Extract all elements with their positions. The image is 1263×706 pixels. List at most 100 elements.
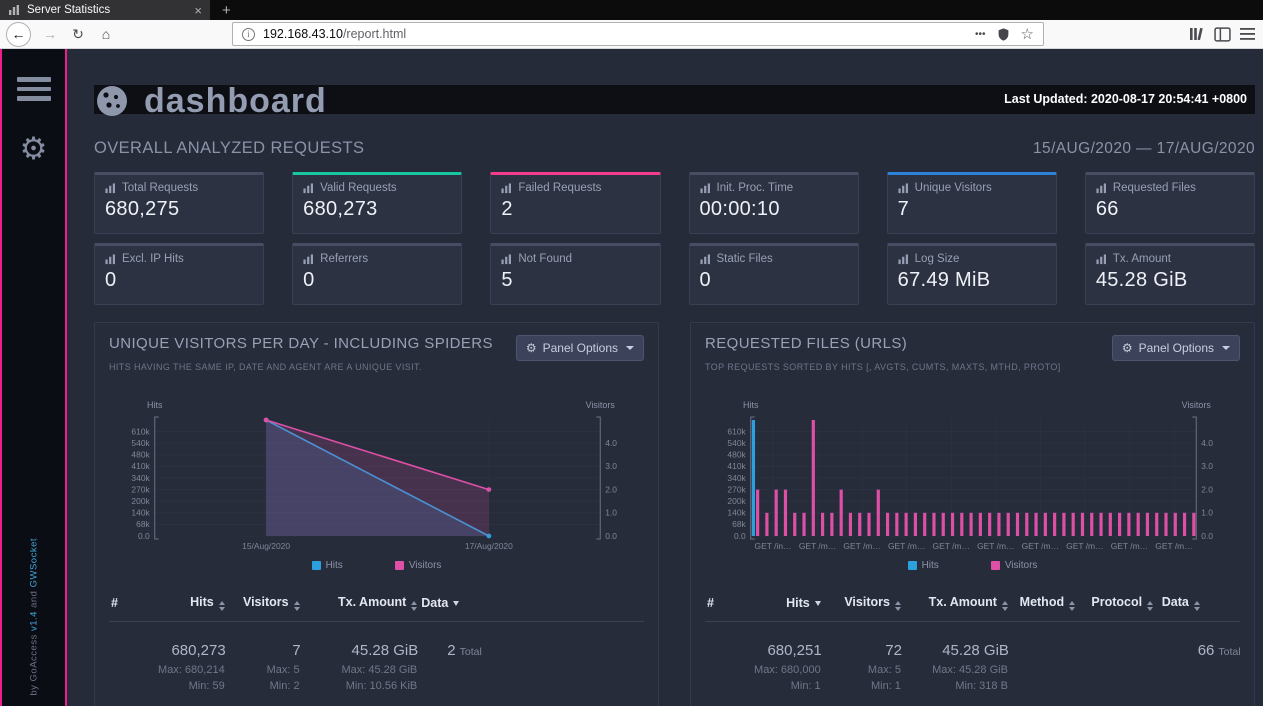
bar-chart-icon — [303, 182, 314, 193]
goaccess-credit: by GoAccess v1.4 and GWSocket — [28, 538, 39, 696]
sort-visitors-header[interactable]: Visitors — [226, 587, 302, 622]
tab-close-icon[interactable]: × — [194, 2, 202, 18]
stat-value: 0 — [699, 269, 711, 291]
sort-method-header[interactable]: Method — [1009, 587, 1085, 622]
svg-text:410k: 410k — [727, 461, 746, 471]
svg-text:480k: 480k — [131, 450, 150, 460]
sort-protocol-header[interactable]: Protocol — [1084, 587, 1160, 622]
stat-card-valid-requests: Valid Requests 680,273 — [292, 172, 463, 234]
stat-value: 0 — [303, 269, 315, 291]
tab-title: Server Statistics — [27, 4, 111, 16]
reload-button[interactable]: ↻ — [72, 25, 84, 42]
total-tx-amount: 45.28 GiB — [942, 642, 1009, 659]
panel-requested-files: REQUESTED FILES (URLS) TOP REQUESTS SORT… — [690, 322, 1255, 706]
left-accent-line — [0, 49, 2, 706]
total-tag: Total — [459, 646, 482, 658]
sort-tx-amount-header[interactable]: Tx. Amount — [301, 587, 420, 622]
gwsocket-link[interactable]: GWSocket — [28, 538, 39, 588]
site-info-icon[interactable]: i — [242, 27, 255, 41]
svg-text:68k: 68k — [732, 519, 746, 529]
max-hits: Max: 680,000 — [754, 664, 821, 676]
svg-text:4.0: 4.0 — [605, 438, 617, 448]
tab-strip: Server Statistics × + — [0, 0, 1263, 20]
library-icon[interactable] — [1188, 26, 1205, 42]
new-tab-button[interactable]: + — [222, 1, 231, 19]
svg-text:540k: 540k — [727, 438, 746, 448]
stat-value: 680,275 — [105, 198, 180, 220]
sort-data-header[interactable]: Data — [1159, 587, 1240, 622]
total-count: 66 — [1197, 642, 1215, 659]
stat-card-tx-amount: Tx. Amount 45.28 GiB — [1084, 243, 1255, 305]
stat-card-failed-requests: Failed Requests 2 — [490, 172, 661, 234]
browser-tab[interactable]: Server Statistics × — [0, 0, 210, 20]
bar-chart-icon — [1096, 253, 1106, 264]
settings-gear-icon[interactable]: ⚙ — [19, 130, 48, 166]
svg-text:480k: 480k — [727, 450, 746, 460]
sort-tx-amount-header[interactable]: Tx. Amount — [902, 587, 1010, 622]
stat-label: Failed Requests — [518, 182, 602, 194]
stat-value: 67.49 MiB — [897, 269, 991, 291]
requests-table: # Hits Visitors Tx. Amount Method Protoc… — [705, 587, 1240, 694]
bar-chart-icon — [699, 253, 710, 264]
goaccess-version-link[interactable]: v1.4 — [28, 611, 39, 632]
legend-label-visitors: Visitors — [1004, 560, 1038, 571]
sort-data-header[interactable]: Data — [419, 587, 644, 622]
svg-text:610k: 610k — [131, 426, 150, 436]
svg-text:340k: 340k — [131, 473, 150, 483]
svg-text:140k: 140k — [131, 508, 150, 518]
home-button[interactable]: ⌂ — [101, 26, 111, 42]
bar-chart-icon — [105, 182, 115, 193]
total-hits: 680,251 — [767, 642, 822, 659]
stat-card-log-size: Log Size 67.49 MiB — [886, 243, 1057, 305]
stat-card-excl-ip-hits: Excl. IP Hits 0 — [94, 243, 265, 305]
svg-text:2.0: 2.0 — [605, 484, 617, 494]
chevron-down-icon — [626, 346, 634, 350]
panel-unique-visitors: UNIQUE VISITORS PER DAY - INCLUDING SPID… — [94, 322, 659, 706]
svg-text:1.0: 1.0 — [1201, 508, 1213, 518]
max-visitors: Max: 5 — [867, 664, 901, 676]
stat-label: Static Files — [716, 253, 773, 265]
sort-visitors-header[interactable]: Visitors — [822, 587, 903, 622]
visitors-swatch — [990, 561, 1000, 570]
table-max-row: Max: 680,214 Max: 5 Max: 45.28 GiB — [109, 662, 644, 678]
sort-hits-header[interactable]: Hits — [731, 587, 823, 622]
min-visitors: Min: 1 — [870, 680, 901, 692]
main-content: dashboard Last Updated: 2020-08-17 20:54… — [67, 49, 1263, 706]
svg-text:540k: 540k — [131, 438, 150, 448]
svg-text:GET /m…: GET /m… — [1022, 541, 1059, 551]
total-count: 2 — [447, 642, 456, 659]
panel-title: REQUESTED FILES (URLS) — [705, 335, 908, 352]
back-button[interactable]: ← — [6, 21, 31, 47]
panel-options-button[interactable]: ⚙ Panel Options — [1111, 335, 1240, 361]
stat-card-total-requests: Total Requests 680,275 — [94, 172, 265, 234]
sidebar-toggle-icon[interactable] — [1214, 26, 1231, 42]
panels-menu-icon[interactable] — [16, 77, 51, 101]
visitors-swatch — [394, 561, 404, 570]
menu-hamburger-icon[interactable] — [1240, 28, 1255, 40]
svg-text:410k: 410k — [131, 461, 150, 471]
stat-value: 66 — [1095, 198, 1119, 220]
bookmark-star-icon[interactable]: ☆ — [1020, 25, 1034, 43]
table-max-row: Max: 680,000 Max: 5 Max: 45.28 GiB — [705, 662, 1240, 678]
bar-chart-icon — [501, 182, 512, 193]
visitors-table: # Hits Visitors Tx. Amount Data 680,273 … — [109, 587, 644, 694]
stat-value: 0 — [105, 269, 117, 291]
dashboard-header: dashboard Last Updated: 2020-08-17 20:54… — [94, 79, 1255, 123]
shield-icon[interactable] — [997, 27, 1010, 42]
stat-cards-grid: Total Requests 680,275 Valid Requests 68… — [94, 172, 1255, 305]
svg-text:610k: 610k — [727, 426, 746, 436]
svg-text:15/Aug/2020: 15/Aug/2020 — [242, 541, 290, 551]
url-path: /report.html — [342, 27, 407, 41]
last-updated: Last Updated: 2020-08-17 20:54:41 +0800 — [1004, 92, 1247, 106]
forward-button[interactable]: → — [43, 26, 57, 42]
stat-value: 7 — [897, 198, 910, 220]
svg-text:0.0: 0.0 — [1201, 531, 1213, 541]
chart-legend: Hits Visitors — [705, 560, 1240, 571]
gear-icon: ⚙ — [1121, 341, 1133, 355]
url-bar[interactable]: i 192.168.43.10/report.html ••• ☆ — [232, 22, 1044, 46]
svg-text:340k: 340k — [727, 473, 746, 483]
panel-options-button[interactable]: ⚙ Panel Options — [515, 335, 644, 361]
page-actions-icon[interactable]: ••• — [975, 28, 986, 40]
sort-hits-header[interactable]: Hits — [141, 587, 227, 622]
chevron-down-icon — [1222, 346, 1230, 350]
